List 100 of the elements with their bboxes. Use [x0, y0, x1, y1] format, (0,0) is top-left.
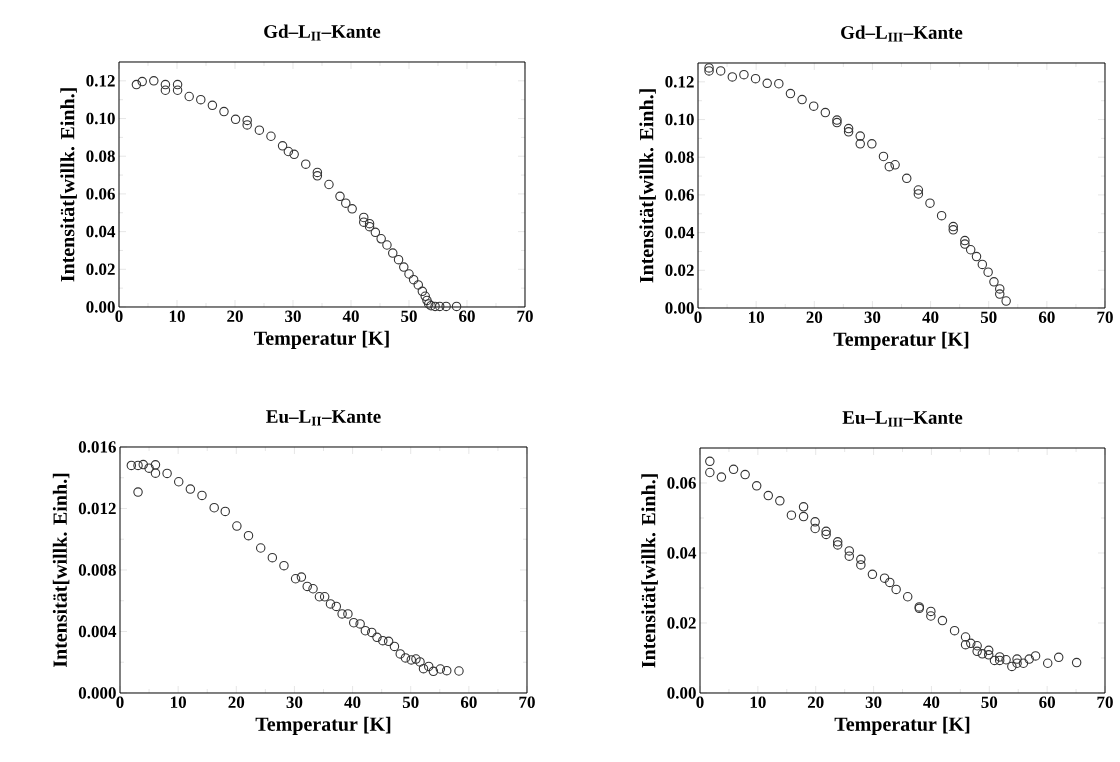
y-tick-label: 0.04: [665, 226, 695, 239]
point: [404, 269, 414, 279]
point: [420, 291, 430, 301]
x-tick-label: 10: [750, 696, 766, 709]
x-tick-label: 30: [285, 310, 301, 323]
point: [442, 665, 452, 676]
point: [971, 251, 982, 262]
point: [430, 301, 440, 312]
point: [370, 227, 381, 238]
point: [325, 599, 336, 609]
point: [797, 94, 807, 105]
point: [844, 551, 855, 561]
point: [184, 91, 194, 102]
point: [319, 592, 330, 602]
point: [314, 592, 325, 602]
point: [417, 286, 428, 297]
point: [948, 225, 958, 235]
point: [144, 463, 154, 473]
x-tick-label: 70: [517, 310, 533, 323]
point: [395, 649, 405, 659]
point: [312, 171, 323, 181]
y-tick-label: 0.00: [667, 687, 696, 699]
point: [983, 645, 994, 656]
point: [378, 635, 388, 646]
point: [855, 131, 865, 141]
point: [1030, 651, 1041, 661]
point: [867, 569, 878, 580]
y-tick-label: 0.000: [78, 687, 116, 699]
point: [196, 94, 206, 105]
point: [972, 641, 982, 651]
point: [983, 267, 993, 277]
x-tick-label: 20: [806, 311, 823, 324]
point: [242, 115, 252, 126]
point: [728, 464, 739, 475]
x-tick-label: 20: [227, 310, 243, 323]
point: [926, 611, 936, 621]
point: [367, 627, 377, 638]
point: [936, 210, 947, 221]
point: [150, 460, 161, 470]
point: [995, 284, 1005, 294]
point: [891, 584, 901, 595]
y-tick-label: 0.00: [86, 301, 115, 313]
point: [855, 139, 865, 149]
point: [739, 69, 749, 80]
y-tick-label: 0.12: [665, 76, 694, 88]
x-tick-label: 60: [1039, 696, 1055, 709]
y-tick-label: 0.04: [86, 225, 116, 238]
x-tick-label: 10: [749, 311, 764, 324]
point: [995, 289, 1005, 299]
y-axis-title: Intensität[willk. Einh.]: [52, 473, 70, 668]
point: [983, 650, 994, 660]
point: [1001, 296, 1011, 306]
x-tick-label: 70: [519, 696, 535, 709]
point: [428, 666, 439, 677]
x-tick-label: 40: [344, 696, 361, 709]
point: [347, 204, 357, 214]
point: [808, 101, 819, 111]
x-tick-label: 50: [980, 311, 997, 324]
point: [173, 477, 184, 487]
y-tick-label: 0.008: [78, 564, 116, 576]
x-tick-label: 60: [459, 310, 475, 323]
point: [890, 160, 900, 170]
point: [335, 191, 345, 202]
x-tick-label: 0: [115, 310, 123, 323]
x-axis-title: Temperatur [K]: [255, 716, 391, 735]
point: [185, 484, 196, 494]
point: [389, 641, 400, 652]
point: [454, 666, 464, 676]
point: [137, 76, 147, 87]
point: [884, 161, 895, 172]
point: [197, 490, 207, 501]
x-axis-title: Temperatur [K]: [834, 716, 970, 735]
point: [302, 581, 312, 592]
point: [331, 601, 342, 612]
point: [994, 655, 1005, 666]
x-tick-label: 40: [922, 311, 939, 324]
point: [411, 654, 421, 664]
point: [408, 274, 419, 285]
x-tick-label: 10: [169, 310, 185, 323]
point: [750, 73, 761, 84]
y-axis-title: Intensität[willk. Einh.]: [60, 88, 77, 282]
point: [283, 146, 294, 157]
x-axis-title: Temperatur [K]: [254, 330, 389, 349]
point: [966, 638, 976, 649]
point: [400, 653, 411, 663]
point: [355, 619, 365, 629]
x-tick-label: 70: [1097, 311, 1113, 324]
point: [1007, 661, 1017, 672]
point: [160, 85, 171, 96]
point: [343, 609, 353, 619]
y-tick-label: 0.02: [86, 263, 115, 276]
y-tick-label: 0.10: [86, 112, 115, 125]
point: [418, 663, 429, 674]
point: [451, 301, 462, 312]
point: [220, 506, 230, 517]
point: [399, 262, 409, 272]
x-tick-label: 30: [286, 696, 303, 709]
point: [705, 456, 715, 467]
point: [763, 490, 774, 501]
point: [388, 248, 398, 258]
